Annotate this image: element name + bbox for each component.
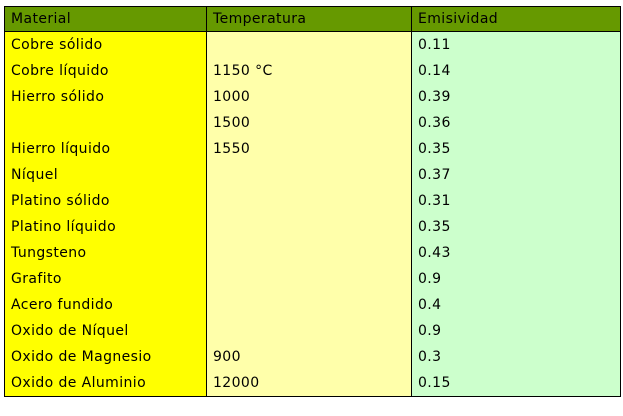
header-material: Material <box>4 6 207 32</box>
header-row: Material Temperatura Emisividad <box>4 6 621 32</box>
emissivity-cell: 0.15 <box>411 370 621 397</box>
table-row: Oxido de Magnesio 900 0.3 <box>4 344 621 370</box>
material-cell <box>4 110 207 136</box>
material-cell: Acero fundido <box>4 292 207 318</box>
table-row: Cobre líquido 1150 °C 0.14 <box>4 58 621 84</box>
emissivity-cell: 0.35 <box>411 136 621 162</box>
emissivity-cell: 0.39 <box>411 84 621 110</box>
material-cell: Cobre líquido <box>4 58 207 84</box>
material-cell: Platino líquido <box>4 214 207 240</box>
emissivity-cell: 0.9 <box>411 266 621 292</box>
temperature-cell: 1150 °C <box>206 58 412 84</box>
temperature-cell: 900 <box>206 344 412 370</box>
material-cell: Platino sólido <box>4 188 207 214</box>
temperature-cell <box>206 162 412 188</box>
emissivity-cell: 0.4 <box>411 292 621 318</box>
temperature-cell <box>206 31 412 58</box>
table-row: Acero fundido 0.4 <box>4 292 621 318</box>
table-row: 1500 0.36 <box>4 110 621 136</box>
material-cell: Cobre sólido <box>4 31 207 58</box>
emissivity-table-container: Material Temperatura Emisividad Cobre só… <box>4 6 621 412</box>
table-row: Platino líquido 0.35 <box>4 214 621 240</box>
emissivity-cell: 0.43 <box>411 240 621 266</box>
emissivity-cell: 0.36 <box>411 110 621 136</box>
material-cell: Hierro líquido <box>4 136 207 162</box>
table-row: Hierro sólido 1000 0.39 <box>4 84 621 110</box>
table-row: Grafito 0.9 <box>4 266 621 292</box>
temperature-cell <box>206 318 412 344</box>
temperature-cell <box>206 292 412 318</box>
emissivity-table: Material Temperatura Emisividad Cobre só… <box>4 6 621 397</box>
table-row: Cobre sólido 0.11 <box>4 31 621 58</box>
temperature-cell: 1500 <box>206 110 412 136</box>
material-cell: Tungsteno <box>4 240 207 266</box>
material-cell: Níquel <box>4 162 207 188</box>
temperature-cell <box>206 188 412 214</box>
temperature-cell <box>206 214 412 240</box>
material-cell: Oxido de Níquel <box>4 318 207 344</box>
table-row: Platino sólido 0.31 <box>4 188 621 214</box>
temperature-cell: 1550 <box>206 136 412 162</box>
temperature-cell <box>206 266 412 292</box>
table-row: Hierro líquido 1550 0.35 <box>4 136 621 162</box>
emissivity-cell: 0.14 <box>411 58 621 84</box>
emissivity-cell: 0.9 <box>411 318 621 344</box>
header-emisividad: Emisividad <box>411 6 621 32</box>
material-cell: Hierro sólido <box>4 84 207 110</box>
table-row: Níquel 0.37 <box>4 162 621 188</box>
material-cell: Oxido de Aluminio <box>4 370 207 397</box>
header-temperatura: Temperatura <box>206 6 412 32</box>
temperature-cell: 12000 <box>206 370 412 397</box>
table-row: Tungsteno 0.43 <box>4 240 621 266</box>
material-cell: Grafito <box>4 266 207 292</box>
temperature-cell <box>206 240 412 266</box>
emissivity-cell: 0.11 <box>411 31 621 58</box>
emissivity-cell: 0.31 <box>411 188 621 214</box>
emissivity-cell: 0.37 <box>411 162 621 188</box>
table-row: Oxido de Aluminio 12000 0.15 <box>4 370 621 397</box>
table-row: Oxido de Níquel 0.9 <box>4 318 621 344</box>
temperature-cell: 1000 <box>206 84 412 110</box>
emissivity-cell: 0.35 <box>411 214 621 240</box>
emissivity-cell: 0.3 <box>411 344 621 370</box>
material-cell: Oxido de Magnesio <box>4 344 207 370</box>
